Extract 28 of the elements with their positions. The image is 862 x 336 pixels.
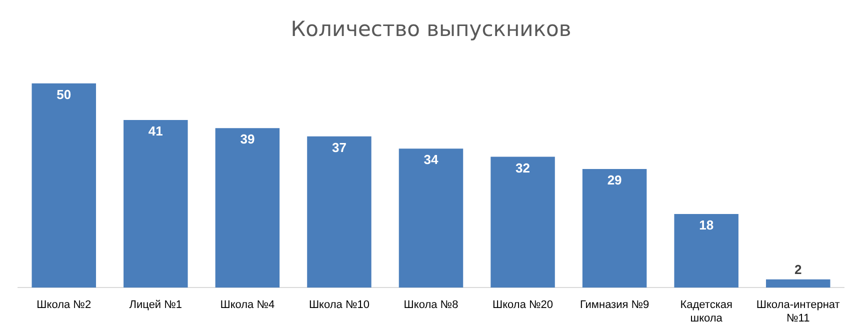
x-tick-label: Школа №10 [308, 299, 370, 312]
x-tick-label: Школа №2 [36, 299, 92, 312]
data-label: 18 [699, 218, 714, 233]
data-label: 39 [240, 132, 255, 147]
bar [398, 148, 464, 288]
data-label: 32 [516, 160, 530, 176]
data-label: 29 [607, 172, 622, 188]
data-label: 50 [56, 86, 72, 102]
x-tick-label: Гимназия №9 [580, 299, 650, 312]
bar [766, 279, 830, 288]
data-label: 41 [148, 124, 163, 139]
bar [582, 169, 647, 288]
bar [215, 128, 280, 288]
x-tick-label: Школа-интернат №11 [756, 299, 840, 324]
x-tick-label: Школа №20 [492, 299, 554, 312]
chart-title: Количество выпускников [290, 17, 572, 42]
x-tick-label: Школа №8 [404, 299, 458, 312]
bar [307, 136, 372, 288]
bar [674, 214, 738, 288]
data-label: 37 [332, 140, 346, 155]
bar [32, 83, 96, 288]
bar [490, 156, 555, 288]
data-label: 2 [794, 262, 802, 277]
x-tick-label: Кадетская школа [680, 299, 732, 324]
data-label: 34 [424, 152, 439, 168]
bar [124, 120, 188, 288]
x-tick-label: Школа №4 [220, 299, 275, 312]
x-tick-label: Лицей №1 [129, 299, 182, 312]
